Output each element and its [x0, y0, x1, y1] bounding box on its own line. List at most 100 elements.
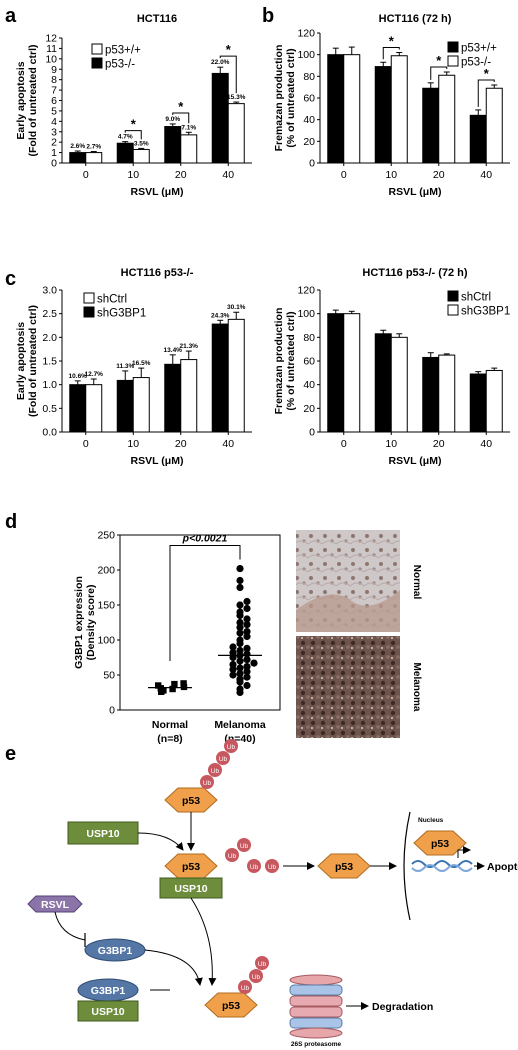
- x-axis-label: RSVL (μM): [389, 186, 442, 198]
- bar-p53+/+: [327, 54, 345, 164]
- bar-p53+/+: [132, 148, 150, 164]
- x-tick-label: 20: [175, 438, 187, 450]
- free-ub-label: Ub: [268, 864, 277, 871]
- p53-complex-label: p53: [182, 861, 200, 873]
- bar-shG3BP1: [343, 313, 361, 433]
- y-tick-label: 0: [51, 158, 57, 170]
- significance-star: *: [178, 99, 184, 114]
- g3bp1-label: G3BP1: [98, 945, 133, 957]
- data-label: 16.5%: [132, 360, 151, 367]
- bar-p53-/-: [390, 55, 408, 164]
- p53-top-label: p53: [182, 795, 200, 807]
- y-axis-label: G3BP1 expression: [73, 576, 85, 669]
- data-point-melanoma: [236, 565, 244, 573]
- bar-shCtrl: [85, 384, 103, 433]
- y-tick-label: 0: [309, 158, 315, 170]
- data-point-melanoma: [236, 675, 244, 683]
- data-point-melanoma: [243, 621, 251, 629]
- y-tick-label: 100: [297, 308, 315, 320]
- data-point-melanoma: [250, 659, 258, 667]
- bar-p53-/-: [116, 142, 134, 164]
- chart-c1: HCT116 p53-/- 0.0 0.5 1.0 1.5 2.0 2.5 3.0 Early …: [15, 267, 252, 467]
- bar-shG3BP1: [116, 379, 134, 433]
- data-point-melanoma: [236, 657, 244, 665]
- data-point-melanoma: [236, 636, 244, 644]
- ub-circle: [216, 751, 230, 765]
- bar-p53-/-: [438, 74, 456, 164]
- data-point-melanoma: [236, 629, 244, 637]
- x-axis-label: RSVL (μM): [131, 186, 184, 198]
- data-label: 13.4%: [164, 347, 183, 354]
- free-ub: [237, 838, 251, 852]
- x-tick-label: 10: [385, 438, 397, 450]
- data-label: 3.5%: [134, 140, 149, 147]
- legend-swatch: [447, 304, 459, 316]
- x-tick-sublabel: (n=8): [157, 733, 182, 745]
- significance-bracket: [430, 66, 448, 80]
- x-tick-label: 40: [480, 438, 492, 450]
- legend-swatch: [447, 290, 459, 302]
- g3bp1-complex-label: G3BP1: [91, 985, 126, 997]
- significance-star: *: [389, 34, 395, 49]
- data-label: 2.7%: [86, 144, 101, 151]
- p53-nucleus-label: p53: [431, 838, 449, 850]
- significance-star: *: [436, 53, 442, 68]
- y-tick-label: 7: [51, 85, 57, 97]
- p53-nucleus-hexagon: [413, 830, 467, 856]
- x-tick-label: 0: [341, 438, 347, 450]
- y-axis-label: Early apoptosis: [15, 61, 27, 139]
- legend-label: shCtrl: [461, 292, 491, 304]
- p53-bottom-hexagon: [204, 992, 258, 1018]
- legend-swatch: [83, 292, 95, 304]
- g3bp1-arrow: [144, 949, 203, 986]
- pathway-diagram: p53 Ub Ub Ub Ub USP10 p53 USP10 Ub Ub Ub…: [27, 739, 518, 1048]
- bar-shCtrl: [469, 373, 487, 433]
- histology-label-melanoma: Melanoma: [411, 663, 422, 712]
- chart-d: 0 50 100 150 200 250 G3BP1 expression (Density …: [73, 530, 281, 745]
- significance-star: *: [131, 117, 137, 132]
- x-tick-label: 40: [222, 438, 234, 450]
- x-axis-label: RSVL (μM): [389, 455, 442, 467]
- y-tick-label: 200: [97, 565, 115, 577]
- bar-shG3BP1: [211, 323, 229, 433]
- y-tick-label: 100: [297, 49, 315, 61]
- free-ub: [265, 859, 279, 873]
- x-tick-label: 20: [433, 438, 445, 450]
- x-tick-label: 20: [433, 169, 445, 181]
- nucleus-label: Nucleus: [418, 817, 444, 824]
- y-tick-label: 3: [51, 126, 57, 138]
- histology-label-normal: Normal: [411, 565, 422, 600]
- x-axis-label: RSVL (μM): [131, 455, 184, 467]
- chart-c2: HCT116 p53-/- (72 h)020406080100120Frema…: [273, 267, 510, 467]
- data-point-melanoma: [236, 576, 244, 585]
- data-label: 30.1%: [227, 304, 246, 311]
- ub-circle: [208, 763, 222, 777]
- y-tick-label: 2.5: [42, 308, 57, 320]
- data-point-normal: [171, 680, 178, 688]
- y-tick-label: 40: [303, 114, 315, 126]
- legend-swatch: [447, 41, 459, 53]
- y-tick-label: 1.5: [42, 356, 57, 368]
- y-axis-label-units: (% of untreated ctrl): [285, 48, 297, 147]
- bar-p53-/-: [69, 152, 87, 164]
- y-tick-label: 100: [97, 635, 115, 647]
- bar-p53+/+: [227, 103, 245, 164]
- x-tick-label: 10: [127, 169, 139, 181]
- y-tick-label: 250: [97, 530, 115, 542]
- significance-star: *: [484, 66, 490, 81]
- y-tick-label: 8: [51, 74, 57, 86]
- data-label: 11.3%: [116, 363, 134, 370]
- data-label: 2.6%: [70, 143, 85, 150]
- data-label: 24.3%: [211, 312, 230, 319]
- y-tick-label: 120: [297, 285, 315, 297]
- y-tick-label: 3.0: [42, 285, 57, 297]
- bar-p53+/+: [374, 66, 392, 164]
- rsvl-inhibition-line: [54, 911, 86, 941]
- proteasome-label: 26S proteasome: [291, 1041, 342, 1048]
- y-axis-label-units: (Density score): [85, 585, 97, 661]
- y-tick-label: 0.0: [42, 427, 57, 439]
- y-tick-label: 6: [51, 95, 57, 107]
- data-point-normal: [180, 680, 187, 687]
- y-tick-label: 80: [303, 71, 315, 83]
